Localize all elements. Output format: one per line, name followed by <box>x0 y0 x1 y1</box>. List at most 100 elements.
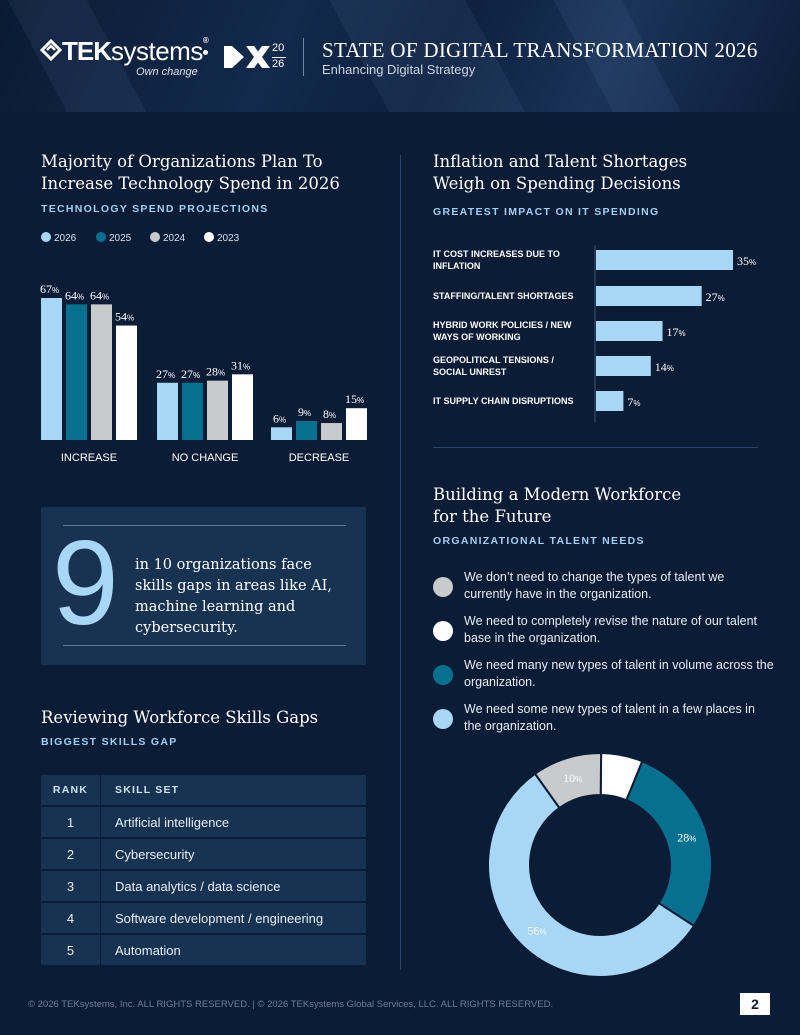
donut-slice <box>533 752 603 810</box>
table-row: 1 Artificial intelligence <box>41 807 366 837</box>
bar-no-change-2024 <box>207 380 228 440</box>
bar-increase-2026 <box>41 298 62 440</box>
skill-cell: Cybersecurity <box>101 839 366 869</box>
brand-bold: TEK <box>62 36 112 66</box>
stat-number: 9 <box>52 516 119 650</box>
skill-cell: Artificial intelligence <box>101 807 366 837</box>
bar-increase-2023 <box>116 325 137 440</box>
teksystems-mark-icon <box>40 39 62 61</box>
legend-swatch <box>204 232 214 242</box>
impact-value-label: 17% <box>667 325 686 339</box>
bar-value-label: 64% <box>90 288 109 302</box>
impact-value-label: 7% <box>627 395 640 409</box>
impact-bar <box>596 321 663 341</box>
dx-year-bottom: 26 <box>272 58 285 70</box>
dx-year-divider <box>272 57 286 58</box>
category-label: NO CHANGE <box>171 452 239 464</box>
bar-value-label: 67% <box>40 282 59 296</box>
legend-text: We need some new types of talent in a fe… <box>464 702 755 733</box>
bar-value-label: 6% <box>273 411 286 425</box>
legend-swatch <box>150 232 160 242</box>
bar-value-label: 8% <box>323 407 336 421</box>
rank-column-header: RANK <box>41 775 101 805</box>
separator-dot <box>203 50 208 55</box>
dx-logo-icon <box>224 46 270 68</box>
table-header-row: RANK SKILL SET <box>41 775 366 805</box>
legend-swatch <box>433 621 453 641</box>
donut-slice <box>487 772 696 978</box>
section-divider <box>433 447 758 448</box>
talent-donut-chart: 6% 28% 56% 10% <box>487 751 713 978</box>
report-header <box>0 0 800 112</box>
bar-value-label: 27% <box>181 367 200 381</box>
rank-cell: 2 <box>41 839 101 869</box>
skill-cell: Software development / engineering <box>101 903 366 933</box>
donut-value-label: 56% <box>527 924 546 938</box>
legend-text: We don’t need to change the types of tal… <box>464 570 725 601</box>
impact-bar <box>596 250 733 270</box>
impact-category-label: IT SUPPLY CHAIN DISRUPTIONS <box>433 396 574 406</box>
skill-cell: Automation <box>101 935 366 965</box>
category-label: INCREASE <box>60 452 118 464</box>
bar-decrease-2026 <box>271 427 292 440</box>
bar-value-label: 31% <box>231 358 250 372</box>
legend-label: 2024 <box>163 233 186 244</box>
legend-swatch <box>433 709 453 729</box>
page-number: 2 <box>740 993 770 1015</box>
table-row: 4 Software development / engineering <box>41 903 366 933</box>
spend-section-subtitle: TECHNOLOGY SPEND PROJECTIONS <box>41 203 269 215</box>
impact-title-line1: Inflation and Talent Shortages <box>433 152 688 171</box>
header-divider <box>303 38 304 76</box>
bar-value-label: 9% <box>298 405 311 419</box>
rank-cell: 5 <box>41 935 101 965</box>
bar-value-label: 54% <box>115 310 134 324</box>
trademark-symbol: ® <box>202 36 209 45</box>
legend-swatch <box>433 577 453 597</box>
legend-text: We need to completely revise the nature … <box>464 614 757 645</box>
skill-cell: Data analytics / data science <box>101 871 366 901</box>
impact-bar <box>596 286 702 306</box>
bar-no-change-2025 <box>182 382 203 440</box>
column-divider <box>400 155 401 970</box>
legend-swatch <box>96 232 106 242</box>
rank-cell: 3 <box>41 871 101 901</box>
bar-no-change-2023 <box>232 374 253 440</box>
impact-bar <box>596 356 651 376</box>
teksystems-logo: TEKsystems® Own change <box>40 36 209 80</box>
legend-swatch <box>433 665 453 685</box>
impact-bar-chart: 35% 27% 17% 14% 7% <box>594 245 756 422</box>
rank-cell: 4 <box>41 903 101 933</box>
donut-value-label: 28% <box>677 831 696 845</box>
spend-section-title: Majority of Organizations Plan To Increa… <box>41 151 381 195</box>
stat-bottom-rule <box>63 645 346 646</box>
legend-text: We need many new types of talent in volu… <box>464 658 774 689</box>
legend-label: 2025 <box>109 233 132 244</box>
table-row: 3 Data analytics / data science <box>41 871 366 901</box>
brand-light: systems <box>111 36 203 66</box>
table-row: 2 Cybersecurity <box>41 839 366 869</box>
report-subtitle: Enhancing Digital Strategy <box>322 62 476 77</box>
skills-section-subtitle: BIGGEST SKILLS GAP <box>41 736 178 748</box>
spend-bar-chart: 67% 64% 64% 54% 27% 27% 28% 31% 6% 9% 8% 15% <box>40 282 367 440</box>
skill-column-header: SKILL SET <box>101 775 366 805</box>
impact-value-label: 35% <box>737 254 756 268</box>
donut-value-label: 10% <box>563 771 582 785</box>
impact-category-label: HYBRID WORK POLICIES / NEW WAYS OF WORKI… <box>433 320 572 342</box>
copyright-footer: © 2026 TEKsystems, Inc. ALL RIGHTS RESER… <box>28 999 554 1010</box>
stat-text: in 10 organizations face skills gaps in … <box>135 557 332 636</box>
spend-title-line2: Increase Technology Spend in 2026 <box>41 174 340 193</box>
skills-gap-table: RANK SKILL SET 1 Artificial intelligence … <box>41 773 366 967</box>
bar-no-change-2026 <box>157 382 178 440</box>
bar-value-label: 15% <box>345 392 364 406</box>
workforce-title-line2: for the Future <box>433 507 552 526</box>
brand-tagline: Own change <box>136 66 198 78</box>
impact-category-label: IT COST INCREASES DUE TO INFLATION <box>433 249 560 271</box>
impact-value-label: 27% <box>706 290 725 304</box>
legend-label: 2026 <box>54 233 77 244</box>
workforce-legend-item: We need to completely revise the nature … <box>433 613 773 653</box>
legend-label: 2023 <box>217 233 240 244</box>
impact-title-line2: Weigh on Spending Decisions <box>433 174 681 193</box>
impact-bar <box>596 391 624 411</box>
stat-callout-box <box>41 507 366 665</box>
spend-title-line1: Majority of Organizations Plan To <box>41 152 323 171</box>
